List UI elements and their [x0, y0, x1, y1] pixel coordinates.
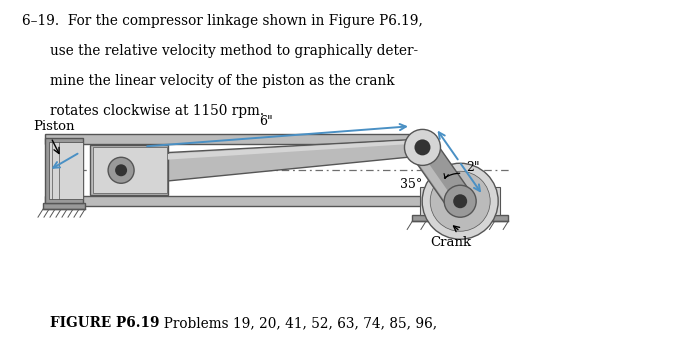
- Circle shape: [430, 171, 490, 231]
- Circle shape: [115, 164, 127, 176]
- Polygon shape: [412, 215, 508, 222]
- Text: Problems 19, 20, 41, 52, 63, 74, 85, 96,: Problems 19, 20, 41, 52, 63, 74, 85, 96,: [155, 316, 437, 330]
- Polygon shape: [468, 187, 500, 215]
- Polygon shape: [120, 140, 422, 163]
- Circle shape: [422, 163, 498, 239]
- Polygon shape: [412, 150, 457, 208]
- Text: 6": 6": [259, 115, 273, 128]
- Text: Piston: Piston: [33, 120, 75, 132]
- Polygon shape: [120, 139, 423, 185]
- Circle shape: [453, 194, 467, 208]
- Circle shape: [415, 139, 430, 155]
- Text: 6–19.  For the compressor linkage shown in Figure P6.19,: 6–19. For the compressor linkage shown i…: [22, 14, 423, 28]
- Polygon shape: [90, 146, 168, 195]
- Circle shape: [444, 185, 476, 217]
- Polygon shape: [411, 139, 471, 209]
- Polygon shape: [45, 134, 429, 144]
- Text: 2": 2": [466, 161, 480, 173]
- Polygon shape: [45, 196, 429, 206]
- Text: use the relative velocity method to graphically deter-: use the relative velocity method to grap…: [50, 44, 418, 58]
- Polygon shape: [49, 142, 83, 199]
- Text: rotates clockwise at 1150 rpm.: rotates clockwise at 1150 rpm.: [50, 104, 264, 118]
- Polygon shape: [45, 138, 83, 203]
- Text: Crank: Crank: [430, 236, 471, 249]
- Polygon shape: [420, 187, 452, 215]
- Text: mine the linear velocity of the piston as the crank: mine the linear velocity of the piston a…: [50, 74, 394, 88]
- Polygon shape: [93, 148, 167, 193]
- Text: FIGURE P6.19: FIGURE P6.19: [50, 316, 159, 330]
- Circle shape: [108, 157, 134, 183]
- Circle shape: [404, 129, 441, 165]
- Text: 35°: 35°: [400, 178, 422, 191]
- Polygon shape: [43, 203, 85, 209]
